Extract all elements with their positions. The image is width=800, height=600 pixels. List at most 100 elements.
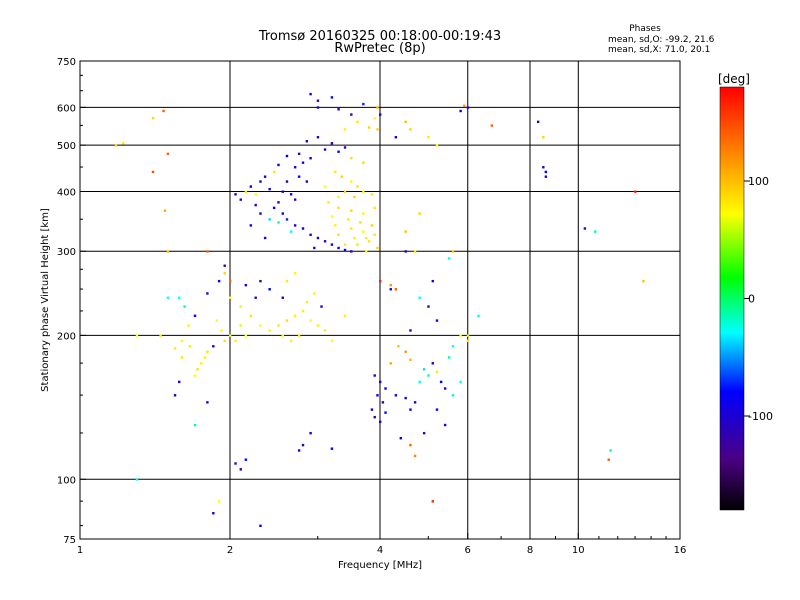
data-point bbox=[330, 243, 334, 246]
y-tick-label: 500 bbox=[57, 141, 76, 152]
data-point bbox=[305, 300, 309, 304]
data-point bbox=[301, 443, 305, 447]
data-point bbox=[409, 128, 412, 131]
data-point bbox=[293, 198, 297, 201]
data-point bbox=[370, 408, 374, 411]
data-point bbox=[418, 296, 421, 299]
data-point bbox=[301, 161, 305, 164]
data-point bbox=[285, 154, 289, 158]
data-point bbox=[305, 140, 309, 143]
data-point bbox=[343, 146, 347, 149]
data-point bbox=[166, 296, 170, 299]
data-point bbox=[343, 243, 347, 246]
data-point bbox=[443, 423, 447, 427]
x-tick-label: 4 bbox=[377, 545, 383, 556]
data-point bbox=[254, 193, 257, 196]
data-point bbox=[356, 243, 359, 246]
data-point bbox=[373, 233, 376, 236]
data-point bbox=[373, 415, 376, 419]
data-point bbox=[223, 272, 226, 275]
data-point bbox=[350, 227, 353, 230]
data-point bbox=[413, 454, 417, 458]
data-point bbox=[166, 152, 170, 156]
data-point bbox=[362, 212, 365, 215]
y-tick-label: 200 bbox=[57, 331, 76, 342]
data-point bbox=[263, 175, 267, 178]
data-point bbox=[173, 394, 177, 397]
data-point bbox=[367, 126, 371, 129]
data-point bbox=[542, 136, 545, 139]
data-point bbox=[323, 240, 327, 243]
data-point bbox=[343, 248, 347, 252]
y-tick-label: 750 bbox=[57, 57, 76, 68]
data-point bbox=[370, 224, 374, 227]
legend-line-o: mean, sd,O: -99.2, 21.6 bbox=[608, 35, 715, 45]
data-point bbox=[451, 394, 455, 397]
data-point bbox=[334, 224, 337, 227]
data-point bbox=[268, 187, 271, 191]
data-point bbox=[223, 264, 226, 267]
data-point bbox=[427, 136, 430, 139]
data-point bbox=[413, 401, 417, 404]
data-point bbox=[330, 96, 334, 99]
data-point bbox=[427, 374, 430, 377]
data-point bbox=[365, 236, 368, 240]
data-point bbox=[327, 201, 330, 204]
data-point bbox=[281, 190, 284, 193]
data-point bbox=[135, 478, 139, 481]
data-point bbox=[188, 345, 192, 348]
data-point bbox=[330, 339, 334, 343]
data-point bbox=[217, 279, 221, 283]
data-point bbox=[376, 128, 379, 131]
data-point bbox=[217, 500, 221, 503]
data-point bbox=[583, 227, 587, 230]
data-point bbox=[370, 193, 374, 196]
data-point bbox=[427, 305, 430, 308]
data-point bbox=[404, 396, 407, 400]
data-point bbox=[163, 209, 167, 212]
data-point bbox=[293, 166, 297, 169]
data-point bbox=[272, 170, 276, 174]
data-point bbox=[263, 236, 267, 240]
data-points bbox=[114, 92, 645, 528]
data-point bbox=[409, 443, 412, 447]
data-point bbox=[376, 246, 379, 250]
data-point bbox=[435, 319, 439, 322]
data-point bbox=[316, 106, 320, 109]
data-point bbox=[301, 227, 305, 230]
data-point bbox=[249, 314, 253, 318]
data-point bbox=[183, 305, 186, 308]
data-point bbox=[376, 106, 379, 109]
data-point bbox=[323, 185, 327, 188]
data-point bbox=[316, 236, 320, 240]
data-point bbox=[285, 218, 289, 221]
data-point bbox=[337, 206, 340, 210]
data-point bbox=[244, 283, 248, 287]
data-point bbox=[542, 166, 545, 169]
data-point bbox=[166, 250, 170, 253]
y-tick-label: 400 bbox=[57, 187, 76, 198]
data-point bbox=[289, 193, 293, 196]
data-point bbox=[162, 109, 165, 113]
data-point bbox=[177, 296, 181, 299]
data-point bbox=[316, 99, 320, 102]
x-tick-label: 8 bbox=[527, 545, 533, 556]
data-point bbox=[309, 157, 312, 160]
data-point bbox=[277, 163, 280, 167]
data-point bbox=[343, 190, 347, 193]
data-point bbox=[477, 314, 480, 318]
data-point bbox=[404, 120, 407, 124]
data-point bbox=[609, 449, 612, 452]
data-point bbox=[220, 329, 223, 332]
data-point bbox=[323, 148, 327, 151]
data-point bbox=[293, 272, 297, 275]
data-point bbox=[180, 356, 184, 359]
data-point bbox=[409, 329, 412, 332]
data-point bbox=[285, 319, 289, 322]
data-point bbox=[443, 387, 447, 390]
data-point bbox=[350, 157, 353, 160]
data-point bbox=[536, 120, 540, 124]
data-point bbox=[196, 368, 199, 371]
data-point bbox=[389, 288, 392, 291]
data-point bbox=[206, 292, 209, 295]
